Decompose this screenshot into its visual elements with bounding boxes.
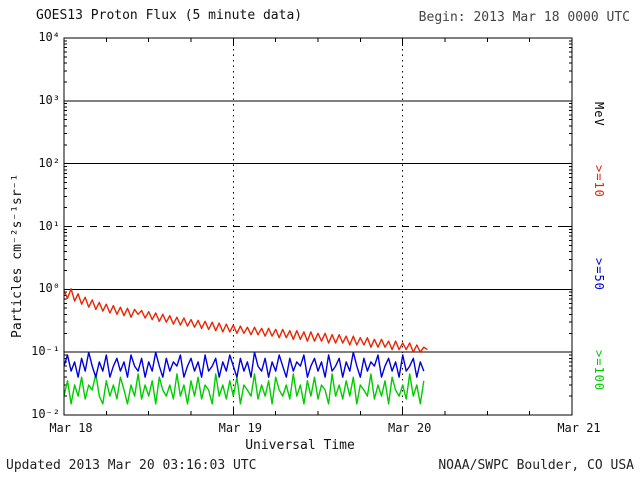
y-tick-label: 10³ [38, 92, 60, 107]
chart-title: GOES13 Proton Flux (5 minute data) [36, 8, 303, 23]
y-tick-label: 10⁻² [31, 407, 60, 421]
updated-timestamp: Updated 2013 Mar 20 03:16:03 UTC [6, 458, 257, 473]
x-tick-label: Mar 21 [557, 421, 601, 435]
series--10-mev [63, 288, 428, 353]
x-tick-label: Mar 18 [49, 421, 93, 435]
source-credit: NOAA/SWPC Boulder, CO USA [438, 458, 634, 473]
y-tick-label: 10⁰ [38, 281, 60, 296]
right-axis-label-10: >=10 [592, 165, 606, 198]
y-tick-label: 10¹ [38, 218, 60, 233]
y-tick-label: 10² [38, 155, 60, 170]
series--100-mev [63, 373, 425, 405]
series--50-mev [63, 351, 425, 378]
y-tick-label: 10⁻¹ [31, 344, 60, 359]
y-tick-label: 10⁴ [38, 30, 60, 44]
right-axis-label-MeV: MeV [592, 102, 606, 127]
x-axis-label: Universal Time [245, 438, 355, 453]
begin-timestamp: Begin: 2013 Mar 18 0000 UTC [418, 10, 630, 25]
right-axis-label-50: >=50 [592, 258, 606, 291]
x-tick-label: Mar 19 [218, 421, 262, 435]
right-axis-label-100: >=100 [592, 350, 606, 392]
x-tick-label: Mar 20 [387, 421, 432, 435]
